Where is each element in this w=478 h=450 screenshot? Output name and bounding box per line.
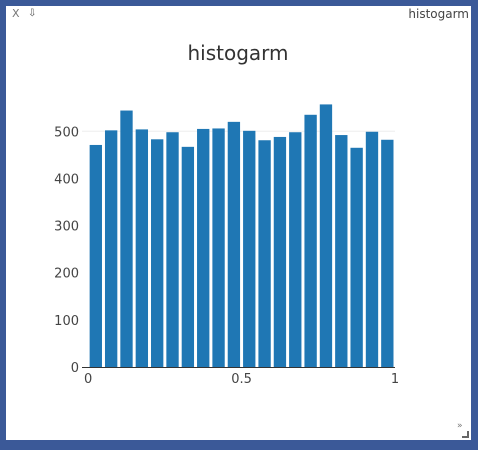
x-tick-label: 0 xyxy=(84,372,92,387)
x-tick-label: 1 xyxy=(391,372,399,387)
histogram-bar xyxy=(365,131,379,367)
y-tick-label: 400 xyxy=(54,172,79,187)
histogram-bar xyxy=(304,114,317,368)
histogram-bar xyxy=(335,135,348,367)
histogram-bar xyxy=(273,136,287,367)
histogram-bar xyxy=(151,139,164,367)
y-axis: 0 100 200 300 400 500 xyxy=(54,125,79,376)
x-axis: 0 0.5 1 xyxy=(82,367,399,387)
histogram-bar xyxy=(212,128,225,367)
bars-group xyxy=(82,104,395,368)
histogram-bar xyxy=(166,132,179,367)
plot-window: X ⇩ histogarm histogarm 0 100 200 300 400 500… xyxy=(6,6,471,440)
corner-icon xyxy=(462,431,469,438)
histogram-bar xyxy=(319,104,333,368)
resize-grip[interactable]: » xyxy=(457,421,469,438)
histogram-bar xyxy=(104,130,118,367)
pin-icon[interactable]: ⇩ xyxy=(28,8,37,19)
y-tick-label: 300 xyxy=(54,220,79,235)
histogram-bar xyxy=(120,110,133,368)
histogram-bar xyxy=(350,147,363,367)
histogram-bar xyxy=(258,140,271,367)
close-button[interactable]: X xyxy=(12,7,20,20)
y-tick-label: 200 xyxy=(54,267,79,282)
histogram-bar xyxy=(243,130,256,367)
expand-icon: » xyxy=(457,421,463,431)
x-tick-label: 0.5 xyxy=(231,372,252,387)
histogram-bar xyxy=(381,139,394,367)
histogram-bar xyxy=(181,146,195,367)
histogram-bar xyxy=(227,121,241,367)
histogram-bar xyxy=(89,144,102,367)
y-tick-label: 100 xyxy=(54,314,79,329)
window-title: histogarm xyxy=(408,7,469,21)
window-titlebar: X ⇩ histogarm xyxy=(6,6,471,22)
histogram-bar xyxy=(197,128,210,367)
histogram-bar xyxy=(289,132,302,367)
chart-title: histogarm xyxy=(187,41,288,65)
y-tick-label: 500 xyxy=(54,125,79,140)
y-tick-label: 0 xyxy=(71,361,79,376)
histogram-bar xyxy=(135,129,149,367)
